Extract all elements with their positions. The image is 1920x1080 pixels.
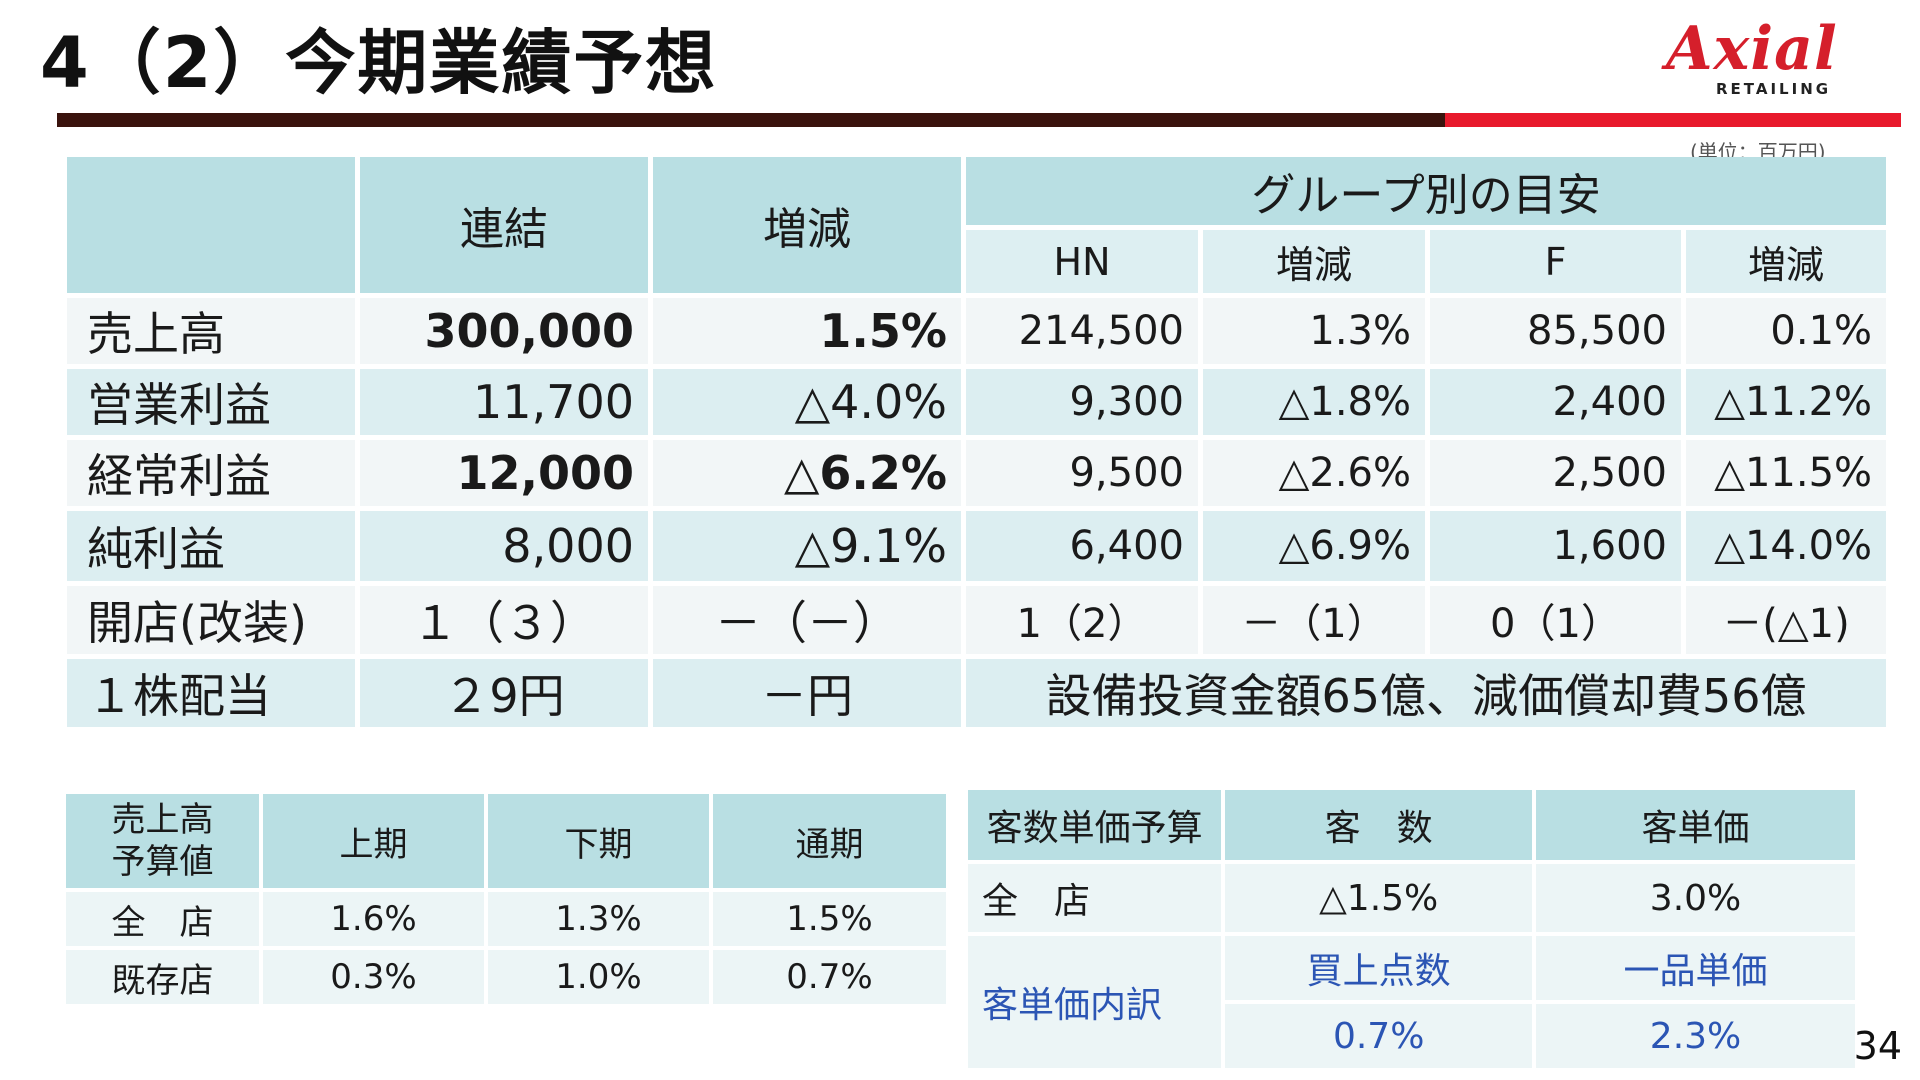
row-label: 純利益: [67, 511, 355, 581]
axial-retailing-logo: Axial RETAILING: [1660, 14, 1890, 100]
header-blank-cell: [67, 157, 355, 293]
all-store-label: 全 店: [968, 864, 1222, 932]
budget-header-line1: 売上高: [111, 800, 214, 840]
budget-value: 1.3%: [488, 892, 709, 946]
hn-value: 1（2）: [966, 586, 1198, 654]
breakdown-header-item-price: 一品単価: [1536, 936, 1855, 1000]
hn-value: 9,300: [966, 369, 1198, 435]
change-value: －（－）: [653, 586, 961, 654]
f-value: 2,400: [1430, 369, 1681, 435]
hn-change-value: △1.8%: [1203, 369, 1425, 435]
f-value: 2,500: [1430, 440, 1681, 506]
customer-header-unit-price: 客単価: [1536, 790, 1855, 860]
header-change: 増減: [653, 157, 961, 293]
logo-wordmark: Axial: [1666, 14, 1838, 84]
table-row: 売上高 300,000 1.5% 214,500 1.3% 85,500 0.1…: [67, 298, 1887, 364]
customer-header-count: 客 数: [1225, 790, 1533, 860]
budget-header-full-year: 通期: [713, 794, 946, 888]
hn-change-value: △2.6%: [1203, 440, 1425, 506]
f-value: 85,500: [1430, 298, 1681, 364]
budget-row-label: 全 店: [66, 892, 259, 946]
row-label: 売上高: [67, 298, 355, 364]
table-row: 経常利益 12,000 △6.2% 9,500 △2.6% 2,500 △11.…: [67, 440, 1887, 506]
capex-note: 設備投資金額65億、減価償却費56億: [966, 659, 1887, 727]
budget-header-label: 売上高 予算値: [66, 794, 259, 888]
table-row: 開店(改装) １（３） －（－） 1（2） －（1） 0（1） －(△1): [67, 586, 1887, 654]
table-row: １株配当 ２9円 －円 設備投資金額65億、減価償却費56億: [67, 659, 1887, 727]
f-value: 0（1）: [1430, 586, 1681, 654]
breakdown-items-value: 0.7%: [1225, 1004, 1533, 1068]
budget-value: 1.6%: [263, 892, 484, 946]
f-change-value: △11.5%: [1686, 440, 1887, 506]
logo-subtext: RETAILING: [1716, 80, 1832, 98]
hn-change-value: －（1）: [1203, 586, 1425, 654]
all-store-unit-price: 3.0%: [1536, 864, 1855, 932]
f-change-value: △11.2%: [1686, 369, 1887, 435]
customer-header-label: 客数単価予算: [968, 790, 1222, 860]
table-row: 既存店 0.3% 1.0% 0.7%: [66, 950, 946, 1004]
table-row: 0.7% 2.3%: [968, 1004, 1855, 1068]
customer-budget-table: 客数単価予算 客 数 客単価 全 店 △1.5% 3.0% 客単価内訳 買上点数…: [964, 786, 1859, 1072]
budget-value: 1.0%: [488, 950, 709, 1004]
title-rule-dark: [57, 113, 1445, 127]
dividend-value: ２9円: [360, 659, 648, 727]
subheader-f-change: 増減: [1686, 230, 1887, 293]
subheader-hn-change: 増減: [1203, 230, 1425, 293]
change-value: △4.0%: [653, 369, 961, 435]
f-value: 1,600: [1430, 511, 1681, 581]
slide-title: 4（2）今期業績予想: [40, 22, 718, 104]
breakdown-item-price-value: 2.3%: [1536, 1004, 1855, 1068]
subheader-hn: HN: [966, 230, 1198, 293]
header-group-guide: グループ別の目安: [966, 157, 1887, 225]
change-value: △9.1%: [653, 511, 961, 581]
f-change-value: 0.1%: [1686, 298, 1887, 364]
breakdown-label: 客単価内訳: [968, 936, 1222, 1068]
table-row: 純利益 8,000 △9.1% 6,400 △6.9% 1,600 △14.0%: [67, 511, 1887, 581]
table-row: 営業利益 11,700 △4.0% 9,300 △1.8% 2,400 △11.…: [67, 369, 1887, 435]
row-label: 経常利益: [67, 440, 355, 506]
budget-value: 0.7%: [713, 950, 946, 1004]
page-number: 34: [1853, 1024, 1902, 1068]
consolidated-value: 11,700: [360, 369, 648, 435]
budget-value: 0.3%: [263, 950, 484, 1004]
forecast-table: 連結 増減 グループ別の目安 HN 増減 F 増減 売上高 300,000 1.…: [62, 152, 1891, 732]
sales-budget-table: 売上高 予算値 上期 下期 通期 全 店 1.6% 1.3% 1.5% 既存店 …: [62, 790, 950, 1008]
consolidated-value: １（３）: [360, 586, 648, 654]
dividend-change: －円: [653, 659, 961, 727]
f-change-value: －(△1): [1686, 586, 1887, 654]
budget-value: 1.5%: [713, 892, 946, 946]
header-consolidated: 連結: [360, 157, 648, 293]
hn-change-value: 1.3%: [1203, 298, 1425, 364]
row-label: 開店(改装): [67, 586, 355, 654]
all-store-customers: △1.5%: [1225, 864, 1533, 932]
table-row: 全 店 △1.5% 3.0%: [968, 864, 1855, 932]
budget-header-second-half: 下期: [488, 794, 709, 888]
hn-change-value: △6.9%: [1203, 511, 1425, 581]
dividend-label: １株配当: [67, 659, 355, 727]
row-label: 営業利益: [67, 369, 355, 435]
hn-value: 6,400: [966, 511, 1198, 581]
hn-value: 9,500: [966, 440, 1198, 506]
breakdown-header-items: 買上点数: [1225, 936, 1533, 1000]
f-change-value: △14.0%: [1686, 511, 1887, 581]
change-value: △6.2%: [653, 440, 961, 506]
consolidated-value: 300,000: [360, 298, 648, 364]
title-rule-red: [1445, 113, 1901, 127]
hn-value: 214,500: [966, 298, 1198, 364]
budget-header-first-half: 上期: [263, 794, 484, 888]
consolidated-value: 12,000: [360, 440, 648, 506]
change-value: 1.5%: [653, 298, 961, 364]
table-row: 全 店 1.6% 1.3% 1.5%: [66, 892, 946, 946]
budget-row-label: 既存店: [66, 950, 259, 1004]
consolidated-value: 8,000: [360, 511, 648, 581]
table-row: 客単価内訳 買上点数 一品単価: [968, 936, 1855, 1068]
budget-header-line2: 予算値: [111, 842, 214, 882]
subheader-f: F: [1430, 230, 1681, 293]
